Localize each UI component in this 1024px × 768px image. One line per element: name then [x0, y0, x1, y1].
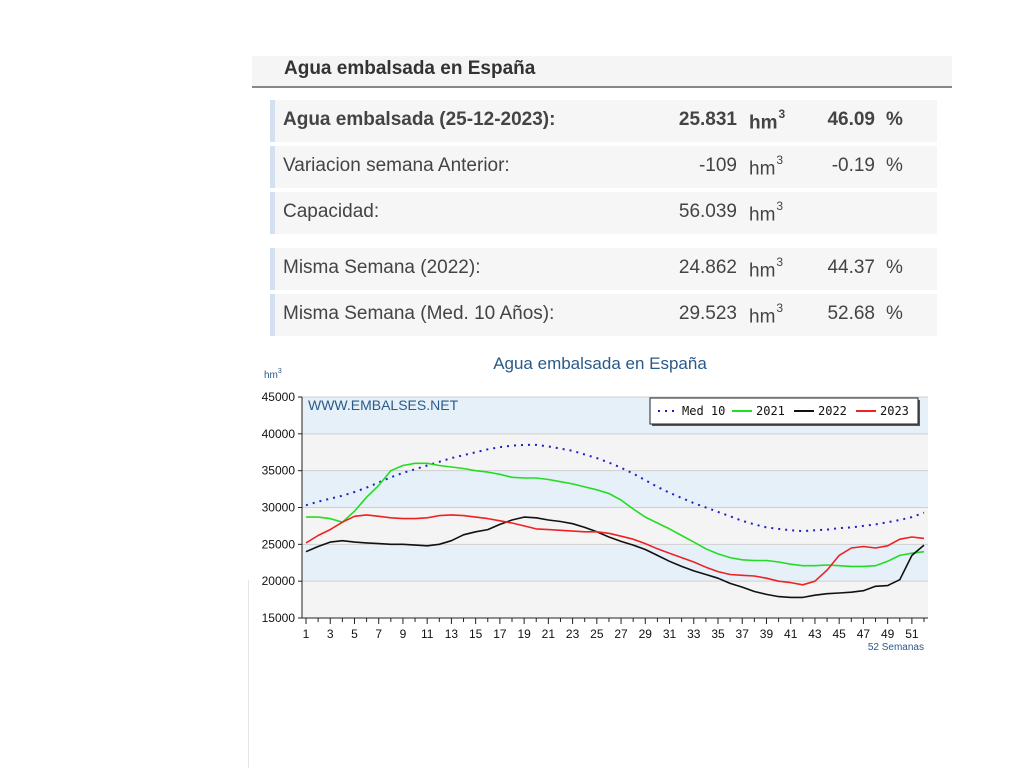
x-tick-label: 31	[663, 627, 677, 641]
x-tick-label: 37	[736, 627, 750, 641]
series-line-2023	[305, 514, 925, 586]
page-divider	[248, 580, 249, 768]
y-tick-label: 30000	[262, 501, 296, 515]
y-tick-label: 20000	[262, 574, 296, 588]
x-tick-label: 7	[375, 627, 382, 641]
plot-band	[302, 470, 928, 508]
y-tick-label: 45000	[262, 390, 296, 404]
x-tick-label: 45	[832, 627, 846, 641]
chart-watermark: WWW.EMBALSES.NET	[308, 397, 459, 413]
x-tick-label: 15	[469, 627, 483, 641]
x-tick-label: 51	[905, 627, 919, 641]
series-line-2021	[306, 462, 925, 568]
x-tick-label: 43	[808, 627, 822, 641]
row-unit: hm3	[749, 301, 784, 328]
legend-label: Med 10	[682, 404, 725, 418]
legend-label: 2022	[818, 404, 847, 418]
row-value: -109	[698, 155, 737, 176]
x-tick-label: 5	[351, 627, 358, 641]
chart-title: Agua embalsada en España	[493, 354, 707, 373]
row-percent-sign: %	[886, 303, 903, 324]
y-tick-label: 40000	[262, 427, 296, 441]
plot-band	[302, 544, 928, 582]
x-tick-label: 9	[400, 627, 407, 641]
x-tick-label: 21	[542, 627, 556, 641]
x-tick-label: 29	[639, 627, 653, 641]
section-title: Agua embalsada en España	[284, 58, 536, 79]
row-percent: 46.09	[827, 109, 875, 130]
x-tick-label: 23	[566, 627, 580, 641]
summary-row-weekly-change: Variacion semana Anterior: -109 hm3 -0.1…	[270, 146, 937, 188]
summary-row-same-week-10y-avg: Misma Semana (Med. 10 Años): 29.523 hm3 …	[270, 294, 937, 336]
summary-row-current: Agua embalsada (25-12-2023): 25.831 hm3 …	[270, 100, 937, 142]
x-axis-label: 52 Semanas	[868, 642, 924, 653]
x-tick-label: 35	[711, 627, 725, 641]
row-percent-sign: %	[886, 109, 903, 130]
row-label: Capacidad:	[283, 201, 380, 222]
row-percent-sign: %	[886, 155, 903, 176]
row-label: Misma Semana (Med. 10 Años):	[283, 303, 555, 324]
x-tick-label: 27	[614, 627, 628, 641]
x-tick-label: 49	[881, 627, 895, 641]
row-unit: hm3	[749, 153, 784, 180]
legend-label: 2021	[756, 404, 785, 418]
x-tick-label: 39	[760, 627, 774, 641]
x-tick-label: 41	[784, 627, 798, 641]
summary-row-capacity: Capacidad: 56.039 hm3	[270, 192, 937, 234]
x-tick-label: 19	[517, 627, 531, 641]
row-value: 56.039	[678, 201, 737, 222]
row-unit: hm3	[749, 255, 784, 282]
row-unit: hm3	[749, 107, 786, 134]
y-axis-label: hm3	[264, 368, 282, 381]
x-tick-label: 47	[857, 627, 871, 641]
row-value: 29.523	[678, 303, 737, 324]
x-tick-label: 1	[303, 627, 310, 641]
x-tick-label: 13	[445, 627, 459, 641]
row-percent: 44.37	[827, 257, 875, 278]
series-line-med-10	[305, 443, 925, 533]
x-tick-label: 25	[590, 627, 604, 641]
row-value: 25.831	[678, 109, 737, 130]
y-tick-label: 15000	[262, 611, 296, 625]
row-percent: -0.19	[831, 155, 875, 176]
row-percent-sign: %	[886, 257, 903, 278]
row-label: Agua embalsada (25-12-2023):	[283, 109, 556, 130]
series-line-2022	[305, 516, 925, 599]
x-tick-label: 3	[327, 627, 334, 641]
summary-row-same-week-2022: Misma Semana (2022): 24.862 hm3 44.37 %	[270, 248, 937, 290]
reservoir-chart: Agua embalsada en España hm3 15000 20000 2…	[250, 350, 940, 660]
row-value: 24.862	[678, 257, 737, 278]
x-tick-label: 11	[421, 627, 434, 641]
x-tick-label: 33	[687, 627, 701, 641]
row-label: Misma Semana (2022):	[283, 257, 481, 278]
chart-svg: Agua embalsada en España hm3 15000 20000 2…	[262, 354, 928, 653]
x-tick-label: 17	[493, 627, 507, 641]
y-tick-label: 25000	[262, 537, 296, 551]
row-label: Variacion semana Anterior:	[283, 155, 510, 176]
legend-label: 2023	[880, 404, 909, 418]
chart-legend: Med 10 2021 2022 2023	[649, 397, 920, 426]
row-percent: 52.68	[827, 303, 875, 324]
row-unit: hm3	[749, 199, 784, 226]
y-tick-label: 35000	[262, 464, 296, 478]
section-header: Agua embalsada en España	[252, 56, 952, 88]
